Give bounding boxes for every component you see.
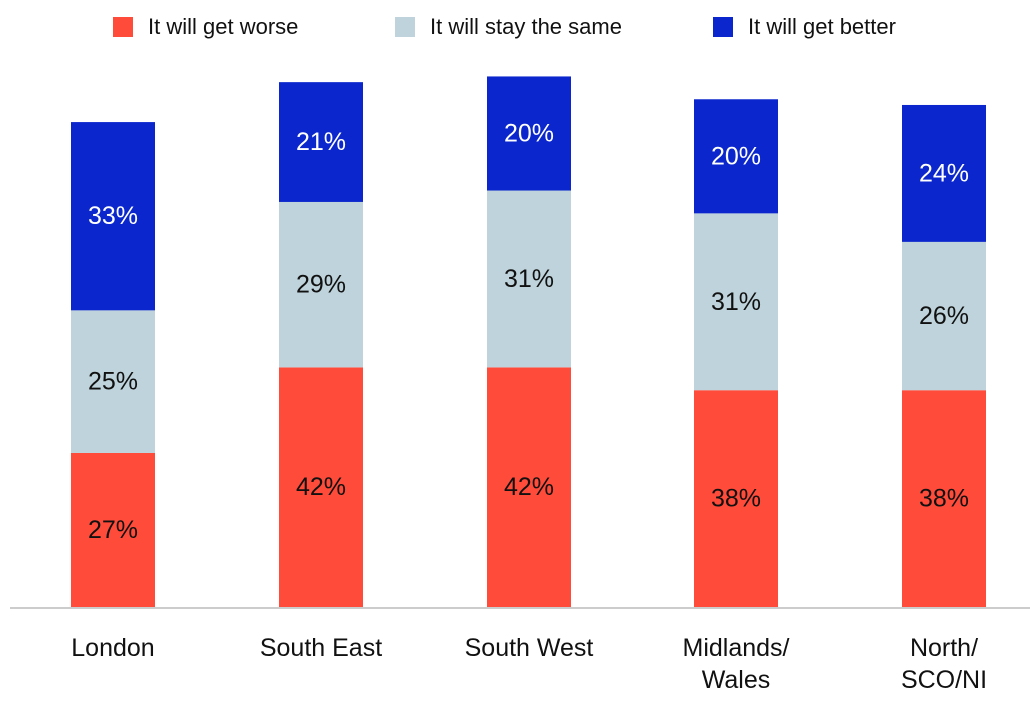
legend-label-better: It will get better bbox=[748, 14, 896, 39]
bar-same-2 bbox=[487, 190, 571, 368]
bar-better-3 bbox=[694, 99, 778, 214]
legend-swatch-worse bbox=[113, 17, 133, 37]
bar-same-4 bbox=[902, 241, 986, 391]
data-label-same-3: 31% bbox=[711, 288, 761, 316]
category-label-3: Wales bbox=[702, 666, 771, 694]
data-label-better-4: 24% bbox=[919, 159, 969, 187]
legend-item-better: It will get better bbox=[713, 10, 896, 44]
data-label-worse-1: 42% bbox=[296, 473, 346, 501]
data-label-worse-4: 38% bbox=[919, 485, 969, 513]
bar-worse-2 bbox=[487, 367, 571, 607]
category-label-1: South East bbox=[260, 634, 382, 662]
legend-label-same: It will stay the same bbox=[430, 14, 622, 39]
bar-worse-0 bbox=[71, 452, 155, 607]
legend-item-worse: It will get worse bbox=[113, 10, 298, 44]
data-label-worse-2: 42% bbox=[504, 473, 554, 501]
data-label-same-0: 25% bbox=[88, 368, 138, 396]
category-label-4: SCO/NI bbox=[901, 666, 987, 694]
data-label-worse-3: 38% bbox=[711, 485, 761, 513]
bar-same-0 bbox=[71, 310, 155, 453]
legend-item-same: It will stay the same bbox=[395, 10, 622, 44]
category-label-3: Midlands/ bbox=[683, 634, 790, 662]
bar-better-0 bbox=[71, 122, 155, 311]
legend-swatch-same bbox=[395, 17, 415, 37]
bar-worse-4 bbox=[902, 390, 986, 607]
bar-same-3 bbox=[694, 213, 778, 391]
category-label-2: South West bbox=[465, 634, 594, 662]
category-label-4: North/ bbox=[910, 634, 978, 662]
data-label-same-2: 31% bbox=[504, 265, 554, 293]
data-label-better-1: 21% bbox=[296, 128, 346, 156]
data-label-worse-0: 27% bbox=[88, 516, 138, 544]
bar-better-1 bbox=[279, 82, 363, 202]
bar-better-2 bbox=[487, 76, 571, 191]
data-label-better-3: 20% bbox=[711, 142, 761, 170]
data-label-better-0: 33% bbox=[88, 202, 138, 230]
category-label-0: London bbox=[71, 634, 154, 662]
legend: It will get worse It will stay the same … bbox=[0, 10, 1030, 44]
bar-worse-1 bbox=[279, 367, 363, 607]
data-label-same-1: 29% bbox=[296, 271, 346, 299]
legend-swatch-better bbox=[713, 17, 733, 37]
bar-better-4 bbox=[902, 104, 986, 242]
data-label-better-2: 20% bbox=[504, 119, 554, 147]
bar-worse-3 bbox=[694, 390, 778, 607]
data-label-same-4: 26% bbox=[919, 302, 969, 330]
bar-same-1 bbox=[279, 201, 363, 368]
legend-label-worse: It will get worse bbox=[148, 14, 299, 39]
